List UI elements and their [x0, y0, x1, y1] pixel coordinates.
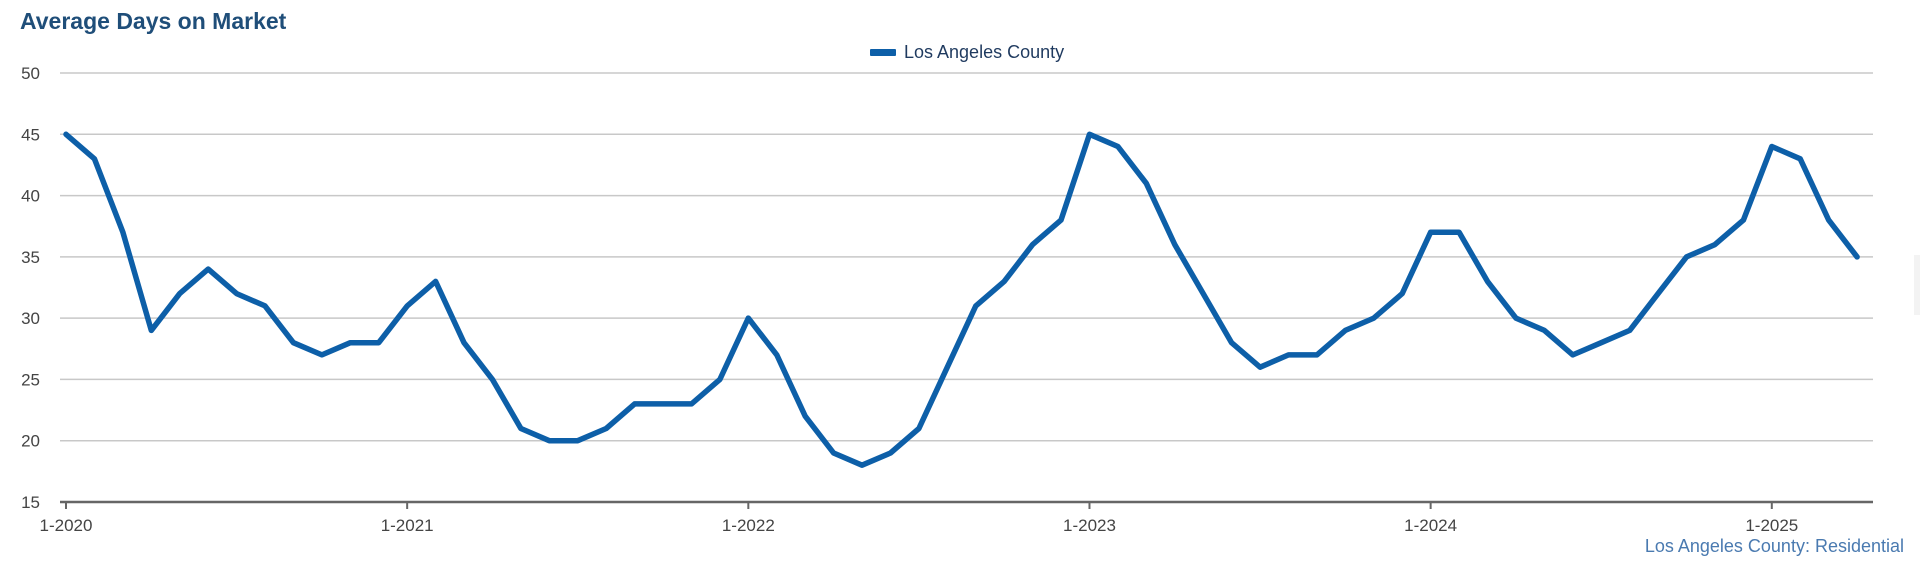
data-point: [1428, 229, 1434, 235]
x-tick-label: 1-2024: [1404, 516, 1457, 535]
data-point: [688, 401, 694, 407]
data-point: [887, 450, 893, 456]
data-point: [1655, 291, 1661, 297]
data-point: [1854, 254, 1860, 260]
data-point: [546, 438, 552, 444]
data-point: [603, 425, 609, 431]
data-point: [262, 303, 268, 309]
data-point: [461, 340, 467, 346]
data-point: [1627, 327, 1633, 333]
data-point: [1200, 291, 1206, 297]
y-tick-label: 25: [21, 370, 40, 389]
data-point: [518, 425, 524, 431]
data-point: [120, 229, 126, 235]
legend[interactable]: Los Angeles County: [870, 42, 1064, 63]
data-point: [177, 291, 183, 297]
data-point: [831, 450, 837, 456]
data-point: [1769, 144, 1775, 150]
data-point: [63, 131, 69, 137]
data-point: [1086, 131, 1092, 137]
y-tick-label: 35: [21, 248, 40, 267]
data-point: [774, 352, 780, 358]
y-tick-label: 45: [21, 125, 40, 144]
data-point: [205, 266, 211, 272]
chart-title: Average Days on Market: [20, 8, 287, 34]
data-point: [575, 438, 581, 444]
data-point: [319, 352, 325, 358]
data-point: [290, 340, 296, 346]
x-tick-label: 1-2023: [1063, 516, 1116, 535]
data-point: [1712, 242, 1718, 248]
data-point: [1172, 242, 1178, 248]
data-point: [1314, 352, 1320, 358]
data-point: [859, 462, 865, 468]
data-point: [1342, 327, 1348, 333]
data-point: [148, 327, 154, 333]
grid-lines: [60, 72, 1873, 504]
data-point: [404, 303, 410, 309]
data-point: [1257, 364, 1263, 370]
y-tick-label: 30: [21, 309, 40, 328]
data-point: [1456, 229, 1462, 235]
data-point: [1826, 217, 1832, 223]
data-point: [1001, 278, 1007, 284]
x-tick-label: 1-2022: [722, 516, 775, 535]
data-point: [1058, 217, 1064, 223]
y-tick-label: 50: [21, 64, 40, 83]
data-point: [1598, 340, 1604, 346]
data-point: [632, 401, 638, 407]
data-point: [1030, 242, 1036, 248]
data-point: [376, 340, 382, 346]
y-tick-label: 40: [21, 187, 40, 206]
x-tick-labels: 1-2020 1-2021 1-2022 1-2023 1-2024 1-2025: [40, 502, 1798, 535]
x-tick-label: 1-2021: [381, 516, 434, 535]
data-point: [944, 364, 950, 370]
x-tick-label: 1-2020: [40, 516, 93, 535]
series-group: [63, 131, 1860, 468]
data-point: [1684, 254, 1690, 260]
legend-swatch: [870, 49, 896, 56]
data-point: [1541, 327, 1547, 333]
data-point: [1570, 352, 1576, 358]
data-point: [717, 376, 723, 382]
series-line-los-angeles-county: [63, 131, 1860, 468]
data-point: [1229, 340, 1235, 346]
data-point: [1285, 352, 1291, 358]
data-point: [489, 376, 495, 382]
x-tick-label: 1-2025: [1745, 516, 1798, 535]
data-point: [347, 340, 353, 346]
data-point: [1740, 217, 1746, 223]
y-tick-label: 15: [21, 493, 40, 512]
data-point: [1513, 315, 1519, 321]
data-point: [660, 401, 666, 407]
data-point: [1797, 156, 1803, 162]
data-point: [973, 303, 979, 309]
source-label: Los Angeles County: Residential: [1644, 536, 1904, 556]
data-point: [1143, 180, 1149, 186]
data-point: [745, 315, 751, 321]
data-point: [1399, 291, 1405, 297]
data-point: [802, 413, 808, 419]
legend-label: Los Angeles County: [904, 42, 1065, 62]
data-point: [1371, 315, 1377, 321]
data-point: [433, 278, 439, 284]
data-point: [1115, 144, 1121, 150]
data-point: [234, 291, 240, 297]
y-tick-label: 20: [21, 432, 40, 451]
data-point: [916, 425, 922, 431]
data-point: [91, 156, 97, 162]
scroll-handle[interactable]: [1914, 255, 1920, 315]
data-point: [1485, 278, 1491, 284]
y-tick-labels: 15 20 25 30 35 40 45 50: [21, 64, 40, 512]
